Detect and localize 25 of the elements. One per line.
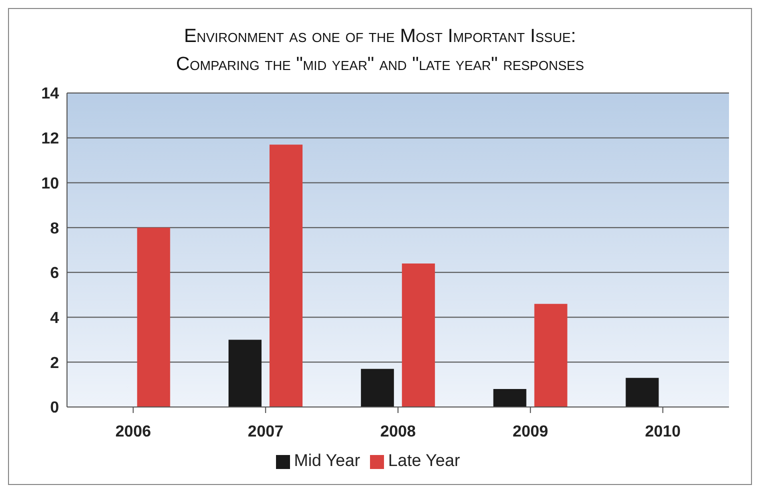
y-tick-label: 10 [41,175,60,192]
y-tick-label: 2 [50,354,60,372]
x-tick-label: 2008 [380,423,416,440]
bar [626,378,659,407]
y-tick-label: 4 [50,310,60,327]
x-tick-label: 2007 [248,423,284,440]
y-tick-label: 14 [41,86,60,103]
y-tick-label: 6 [50,265,60,282]
legend-label: Mid Year [294,451,360,470]
bar [137,228,170,407]
bar [228,340,262,407]
x-tick-label: 2010 [645,423,681,440]
x-tick-label: 2006 [115,423,152,440]
y-tick-label: 12 [41,130,60,148]
y-tick-label: 0 [50,400,60,417]
bar [270,144,303,407]
chart-title: Environment as one of the Most Important Issue: [182,25,578,49]
chart-subtitle: Comparing the "mid year" and "late year" responses [174,53,585,77]
legend-label: Late Year [388,451,460,470]
bar [534,304,568,407]
bar [360,368,394,407]
bar [402,263,435,407]
x-tick-label: 2009 [512,423,548,440]
y-tick-label: 8 [50,220,60,238]
bar [493,389,526,407]
